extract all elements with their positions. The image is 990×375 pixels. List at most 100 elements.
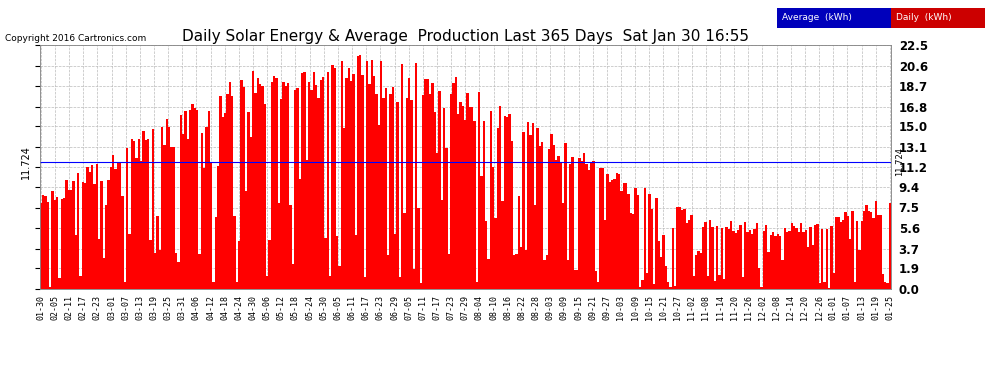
Bar bbox=[537, 128, 539, 289]
Bar bbox=[396, 102, 399, 289]
Bar bbox=[473, 120, 476, 289]
Bar bbox=[294, 90, 296, 289]
Bar bbox=[464, 120, 466, 289]
Bar bbox=[805, 230, 807, 289]
Bar bbox=[728, 230, 730, 289]
Bar bbox=[877, 215, 879, 289]
Bar bbox=[882, 274, 884, 289]
Bar bbox=[258, 84, 261, 289]
Bar bbox=[145, 140, 147, 289]
Bar bbox=[889, 202, 891, 289]
Text: Copyright 2016 Cartronics.com: Copyright 2016 Cartronics.com bbox=[5, 34, 147, 43]
Bar bbox=[791, 224, 793, 289]
Bar bbox=[726, 227, 728, 289]
Bar bbox=[205, 127, 208, 289]
Bar bbox=[196, 110, 198, 289]
Bar bbox=[793, 226, 795, 289]
Bar bbox=[84, 183, 86, 289]
Bar bbox=[380, 61, 382, 289]
Bar bbox=[555, 160, 557, 289]
Bar bbox=[401, 64, 404, 289]
Bar bbox=[156, 216, 158, 289]
Bar bbox=[662, 235, 664, 289]
Bar bbox=[385, 88, 387, 289]
Bar bbox=[378, 125, 380, 289]
Bar bbox=[261, 86, 263, 289]
Bar bbox=[408, 78, 411, 289]
Bar bbox=[231, 96, 234, 289]
Bar bbox=[611, 180, 614, 289]
Bar bbox=[886, 283, 889, 289]
Bar bbox=[45, 196, 47, 289]
Bar bbox=[103, 258, 105, 289]
Bar bbox=[273, 76, 275, 289]
Bar bbox=[846, 216, 849, 289]
Bar bbox=[492, 167, 494, 289]
Bar bbox=[814, 225, 817, 289]
Bar bbox=[632, 214, 635, 289]
Bar bbox=[158, 250, 161, 289]
Bar bbox=[324, 238, 327, 289]
Bar bbox=[623, 183, 625, 289]
Bar bbox=[241, 80, 243, 289]
Bar bbox=[107, 180, 110, 289]
Bar bbox=[382, 98, 385, 289]
Bar bbox=[516, 254, 518, 289]
Bar bbox=[695, 255, 697, 289]
Bar bbox=[637, 195, 640, 289]
Bar bbox=[833, 273, 835, 289]
Bar bbox=[291, 264, 294, 289]
Bar bbox=[625, 183, 628, 289]
Bar bbox=[447, 254, 450, 289]
Bar bbox=[96, 165, 98, 289]
Bar bbox=[224, 113, 226, 289]
Bar bbox=[40, 203, 42, 289]
Bar bbox=[161, 127, 163, 289]
Bar bbox=[800, 223, 802, 289]
Bar bbox=[422, 95, 425, 289]
Bar bbox=[574, 270, 576, 289]
Bar bbox=[67, 190, 70, 289]
Bar bbox=[872, 218, 875, 289]
Bar bbox=[616, 173, 618, 289]
Bar bbox=[686, 222, 688, 289]
Bar bbox=[581, 161, 583, 289]
Bar bbox=[683, 209, 686, 289]
Bar bbox=[595, 271, 597, 289]
Bar bbox=[210, 163, 212, 289]
Bar bbox=[690, 215, 693, 289]
Bar bbox=[299, 179, 301, 289]
Text: 11.724: 11.724 bbox=[21, 145, 31, 178]
Bar bbox=[740, 225, 742, 289]
Bar bbox=[284, 87, 287, 289]
Bar bbox=[571, 157, 574, 289]
Bar bbox=[755, 223, 758, 289]
Bar bbox=[525, 250, 527, 289]
Bar bbox=[55, 197, 58, 289]
Bar bbox=[681, 210, 683, 289]
Bar bbox=[322, 76, 324, 289]
Bar bbox=[807, 247, 810, 289]
Bar bbox=[432, 83, 434, 289]
Bar bbox=[411, 100, 413, 289]
Bar bbox=[163, 145, 165, 289]
Bar bbox=[361, 75, 364, 289]
Bar bbox=[129, 234, 131, 289]
Bar bbox=[564, 143, 566, 289]
Bar bbox=[354, 235, 356, 289]
Bar bbox=[511, 141, 513, 289]
Bar bbox=[243, 87, 245, 289]
Bar bbox=[110, 167, 112, 289]
Bar bbox=[826, 229, 828, 289]
Bar bbox=[812, 245, 814, 289]
Bar bbox=[413, 269, 415, 289]
Bar bbox=[457, 114, 459, 289]
Bar bbox=[653, 284, 655, 289]
Bar bbox=[389, 94, 392, 289]
Bar bbox=[88, 172, 91, 289]
Bar bbox=[760, 287, 762, 289]
Bar bbox=[346, 78, 347, 289]
Bar bbox=[545, 255, 548, 289]
Bar bbox=[198, 254, 201, 289]
Bar bbox=[767, 252, 769, 289]
